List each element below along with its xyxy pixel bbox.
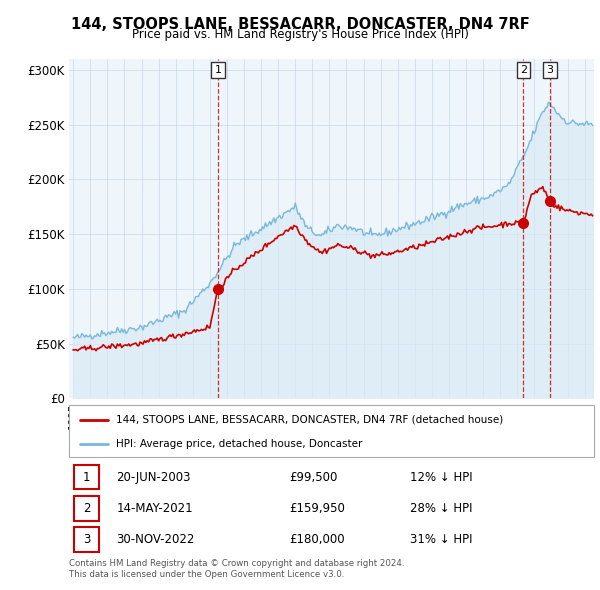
Text: 20-JUN-2003: 20-JUN-2003	[116, 471, 191, 484]
Text: 144, STOOPS LANE, BESSACARR, DONCASTER, DN4 7RF: 144, STOOPS LANE, BESSACARR, DONCASTER, …	[71, 17, 529, 31]
Text: Price paid vs. HM Land Registry's House Price Index (HPI): Price paid vs. HM Land Registry's House …	[131, 28, 469, 41]
Bar	[74, 496, 100, 520]
Text: 31% ↓ HPI: 31% ↓ HPI	[410, 533, 473, 546]
Text: 2: 2	[520, 65, 527, 75]
Text: £180,000: £180,000	[290, 533, 345, 546]
Text: Contains HM Land Registry data © Crown copyright and database right 2024.
This d: Contains HM Land Registry data © Crown c…	[69, 559, 404, 579]
Text: 3: 3	[547, 65, 553, 75]
Text: 14-MAY-2021: 14-MAY-2021	[116, 502, 193, 515]
Bar	[74, 465, 100, 490]
Text: HPI: Average price, detached house, Doncaster: HPI: Average price, detached house, Donc…	[116, 440, 362, 449]
Text: £159,950: £159,950	[290, 502, 346, 515]
Text: 1: 1	[214, 65, 221, 75]
Text: 28% ↓ HPI: 28% ↓ HPI	[410, 502, 473, 515]
Text: £99,500: £99,500	[290, 471, 338, 484]
Text: 1: 1	[83, 471, 91, 484]
Text: 12% ↓ HPI: 12% ↓ HPI	[410, 471, 473, 484]
Bar	[74, 527, 100, 552]
Text: 3: 3	[83, 533, 91, 546]
Text: 144, STOOPS LANE, BESSACARR, DONCASTER, DN4 7RF (detached house): 144, STOOPS LANE, BESSACARR, DONCASTER, …	[116, 415, 503, 425]
Text: 2: 2	[83, 502, 91, 515]
Text: 30-NOV-2022: 30-NOV-2022	[116, 533, 194, 546]
